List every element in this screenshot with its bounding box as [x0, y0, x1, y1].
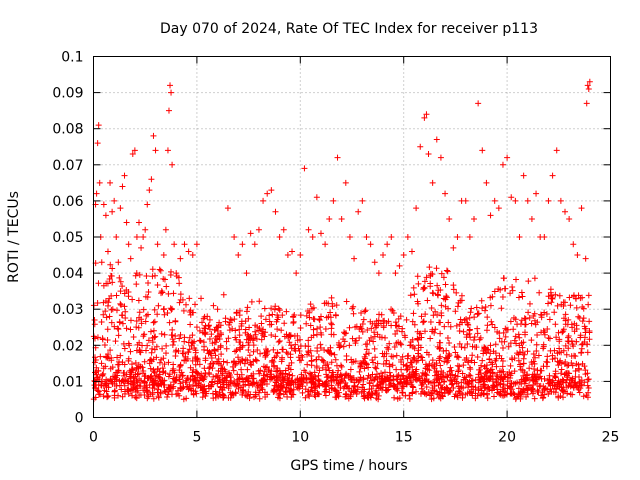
roti-points [90, 78, 593, 403]
y-tick-label: 0.08 [52, 122, 83, 138]
y-tick-label: 0.09 [52, 86, 83, 102]
data-points [90, 78, 593, 403]
y-tick-label: 0.1 [61, 50, 83, 66]
y-tick-label: 0.03 [52, 302, 83, 318]
y-tick-label: 0.04 [52, 266, 83, 282]
x-axis-label: GPS time / hours [290, 458, 407, 474]
y-tick-label: 0.05 [52, 230, 83, 246]
y-axis-label: ROTI / TECUs [6, 191, 22, 283]
y-tick-label: 0.02 [52, 338, 83, 354]
axes: 0 0.01 0.02 0.03 0.04 0.05 0.06 0.07 0.08 0.09 0.1… [52, 50, 619, 446]
chart-title: Day 070 of 2024, Rate Of TEC Index for r… [160, 21, 538, 37]
x-tick-label: 0 [89, 430, 98, 446]
x-tick-label: 25 [602, 430, 620, 446]
x-tick-label: 10 [291, 430, 309, 446]
y-tick-label: 0.01 [52, 374, 83, 390]
y-tick-label: 0.07 [52, 158, 83, 174]
x-tick-label: 5 [192, 430, 201, 446]
y-tick-label: 0 [75, 411, 84, 427]
x-tick-label: 15 [395, 430, 413, 446]
x-tick-label: 20 [498, 430, 516, 446]
y-tick-label: 0.06 [52, 194, 83, 210]
